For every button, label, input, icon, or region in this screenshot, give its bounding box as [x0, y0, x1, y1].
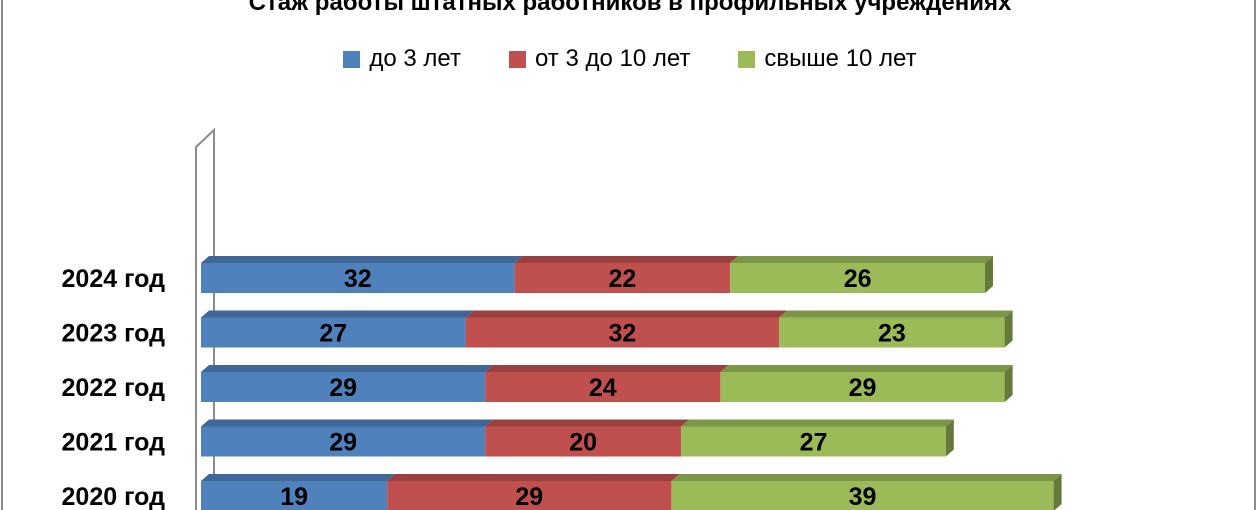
bar-2022-3-to-10 — [485, 372, 721, 402]
bar-2021-3-to-10 — [485, 426, 682, 457]
data-label-2023-under-3: 27 — [319, 320, 347, 348]
bar-2022-under-3 — [201, 372, 486, 402]
category-label-2023: 2023 год — [62, 320, 166, 348]
data-label-2020-3-to-10: 29 — [515, 483, 543, 510]
data-label-2023-over-10: 23 — [878, 320, 906, 348]
bar-2021-under-3-top — [201, 419, 494, 427]
bar-2022-over-10-top — [720, 365, 1013, 372]
bar-2023-over-10 — [779, 317, 1005, 348]
bar-2020-3-to-10 — [387, 481, 672, 510]
bar-2021-over-10-top — [681, 419, 954, 427]
bar-2024-under-3-top — [201, 256, 523, 263]
data-label-2024-under-3: 32 — [344, 265, 372, 293]
legend-label-3-to-10: от 3 до 10 лет — [534, 45, 691, 72]
bar-2021-under-3 — [201, 426, 486, 457]
category-label-2024: 2024 год — [62, 265, 166, 293]
data-label-2022-over-10: 29 — [849, 374, 877, 402]
legend-swatch-under-3 — [343, 50, 361, 68]
bar-2021-3-to-10-top — [485, 419, 690, 427]
legend-item-under-3: до 3 лет — [343, 45, 461, 73]
category-label-2022: 2022 год — [62, 374, 166, 402]
data-label-2023-3-to-10: 32 — [608, 320, 636, 348]
data-label-2022-3-to-10: 24 — [589, 374, 617, 402]
data-label-2021-over-10: 27 — [800, 429, 828, 457]
bar-2020-under-3-top — [201, 474, 396, 481]
bar-2020-over-10-top — [671, 474, 1062, 481]
bar-2023-3-to-10-top — [465, 310, 788, 318]
legend-swatch-over-10 — [738, 50, 756, 68]
chart-title: Стаж работы штатных работников в профиль… — [248, 0, 1012, 16]
bar-2024-under-3 — [201, 263, 515, 293]
bar-2023-under-3-top — [201, 310, 474, 318]
bar-2020-over-10 — [671, 481, 1054, 510]
bar-2022-over-10-side — [1004, 365, 1013, 402]
bar-2022-under-3-top — [201, 365, 494, 372]
bar-2023-over-10-side — [1004, 310, 1013, 348]
legend-label-under-3: до 3 лет — [369, 45, 461, 72]
bar-2022-over-10 — [720, 372, 1005, 402]
data-label-2020-over-10: 39 — [849, 483, 877, 510]
bar-2023-under-3 — [201, 317, 466, 348]
legend-item-3-to-10: от 3 до 10 лет — [508, 45, 691, 73]
bar-2023-3-to-10 — [465, 317, 780, 348]
bar-2020-3-to-10-top — [387, 474, 680, 481]
data-label-2024-over-10: 26 — [844, 265, 872, 293]
chart-legend: до 3 лет от 3 до 10 лет свыше 10 лет — [0, 44, 1260, 74]
bar-2020-over-10-side — [1053, 474, 1062, 510]
legend-label-over-10: свыше 10 лет — [764, 45, 917, 72]
bar-2020-under-3 — [201, 481, 388, 510]
category-label-2021: 2021 год — [62, 429, 166, 457]
category-label-2020: 2020 год — [62, 483, 166, 510]
data-label-2020-under-3: 19 — [280, 483, 308, 510]
bar-2024-over-10 — [730, 263, 985, 293]
data-label-2021-under-3: 29 — [329, 429, 357, 457]
legend-item-over-10: свыше 10 лет — [738, 45, 917, 73]
bar-2021-over-10-side — [945, 419, 954, 457]
data-label-2022-under-3: 29 — [329, 374, 357, 402]
bar-2022-3-to-10-top — [485, 365, 729, 372]
bar-2021-over-10 — [681, 426, 946, 457]
legend-swatch-3-to-10 — [508, 50, 526, 68]
bar-2024-over-10-top — [730, 256, 993, 263]
bar-2023-over-10-top — [779, 310, 1013, 318]
data-label-2021-3-to-10: 20 — [569, 429, 597, 457]
bar-2024-3-to-10-top — [514, 256, 739, 263]
bar-2024-over-10-side — [985, 256, 993, 293]
bar-2024-3-to-10 — [514, 263, 731, 293]
data-label-2024-3-to-10: 22 — [608, 265, 636, 293]
